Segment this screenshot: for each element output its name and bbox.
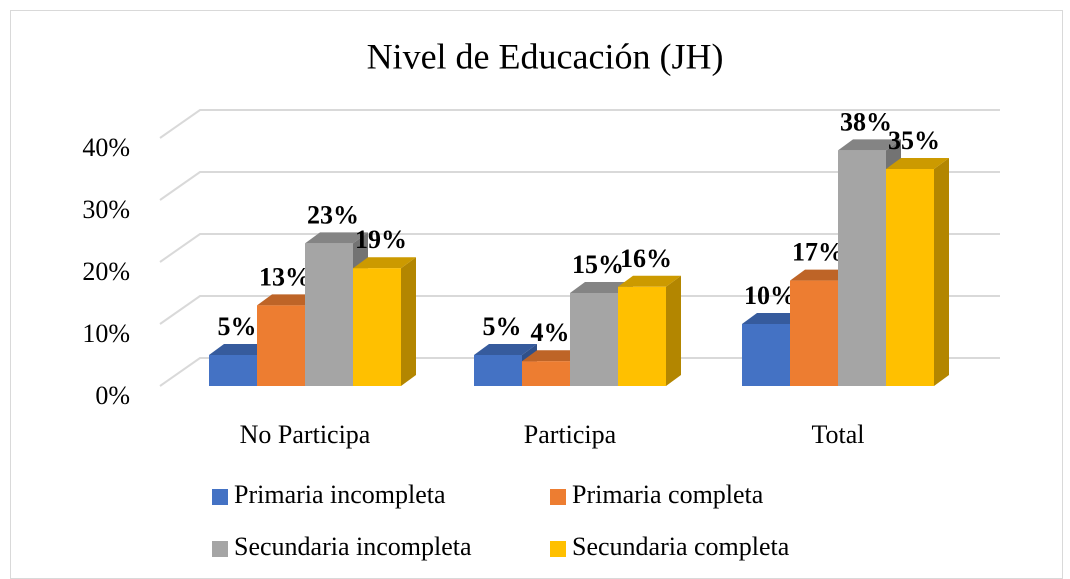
- data-label: 5%: [483, 312, 522, 341]
- bar-top: [838, 139, 901, 151]
- y-tick-label: 30%: [82, 195, 130, 224]
- bar-top: [742, 313, 805, 324]
- bar-front: [886, 169, 934, 386]
- bar-front: [209, 355, 257, 386]
- data-label: 23%: [307, 200, 359, 229]
- data-label: 38%: [840, 107, 892, 136]
- data-label: 13%: [259, 262, 311, 291]
- bar-top: [886, 158, 949, 169]
- x-tick-label: Participa: [524, 420, 617, 449]
- bar-top: [257, 294, 320, 306]
- grid-line: [159, 109, 1000, 139]
- data-label: 5%: [218, 312, 257, 341]
- grid-line: [159, 171, 1000, 201]
- y-tick-label: 0%: [95, 381, 130, 410]
- bar-front: [305, 243, 353, 386]
- grid-line: [159, 295, 1000, 325]
- bar-front: [353, 268, 401, 386]
- bar-top: [790, 269, 853, 281]
- data-label: 35%: [888, 126, 940, 155]
- chart-title: Nivel de Educación (JH): [367, 36, 724, 76]
- y-tick-label: 10%: [82, 319, 130, 348]
- bar-front: [522, 361, 570, 386]
- bar-front: [474, 355, 522, 386]
- bar-side: [934, 158, 949, 386]
- bar-side: [401, 257, 416, 386]
- legend-label: Secundaria incompleta: [234, 532, 472, 561]
- legend-swatch: [550, 489, 566, 505]
- data-label: 16%: [620, 244, 672, 273]
- legend-swatch: [212, 541, 228, 557]
- data-label: 19%: [355, 225, 407, 254]
- legend-swatch: [550, 541, 566, 557]
- legend-label: Primaria incompleta: [234, 480, 446, 509]
- data-label: 10%: [744, 281, 796, 310]
- bar-front: [838, 150, 886, 386]
- bar-front: [257, 305, 305, 386]
- bar-top: [209, 344, 272, 355]
- bar-front: [742, 324, 790, 386]
- x-tick-label: Total: [811, 420, 864, 449]
- bar-top: [353, 257, 416, 269]
- data-label: 17%: [792, 238, 844, 267]
- data-label: 4%: [531, 318, 570, 347]
- bar-top: [522, 350, 585, 362]
- bar-front: [570, 293, 618, 386]
- y-tick-label: 20%: [82, 257, 130, 286]
- bar: [353, 257, 416, 386]
- grid-line: [159, 233, 1000, 263]
- y-tick-label: 40%: [82, 133, 130, 162]
- bar-front: [618, 286, 666, 386]
- bar-top: [618, 275, 681, 287]
- bar-top: [305, 232, 368, 244]
- bar: [886, 158, 949, 386]
- bar-front: [790, 280, 838, 386]
- data-label: 15%: [572, 250, 624, 279]
- legend-label: Secundaria completa: [572, 532, 790, 561]
- bar-side: [666, 275, 681, 386]
- bar-top: [474, 344, 537, 355]
- bar-top: [570, 282, 633, 293]
- legend-label: Primaria completa: [572, 480, 764, 509]
- grid-line: [159, 357, 1000, 387]
- x-tick-label: No Participa: [240, 420, 371, 449]
- legend-swatch: [212, 489, 228, 505]
- bar: [618, 275, 681, 386]
